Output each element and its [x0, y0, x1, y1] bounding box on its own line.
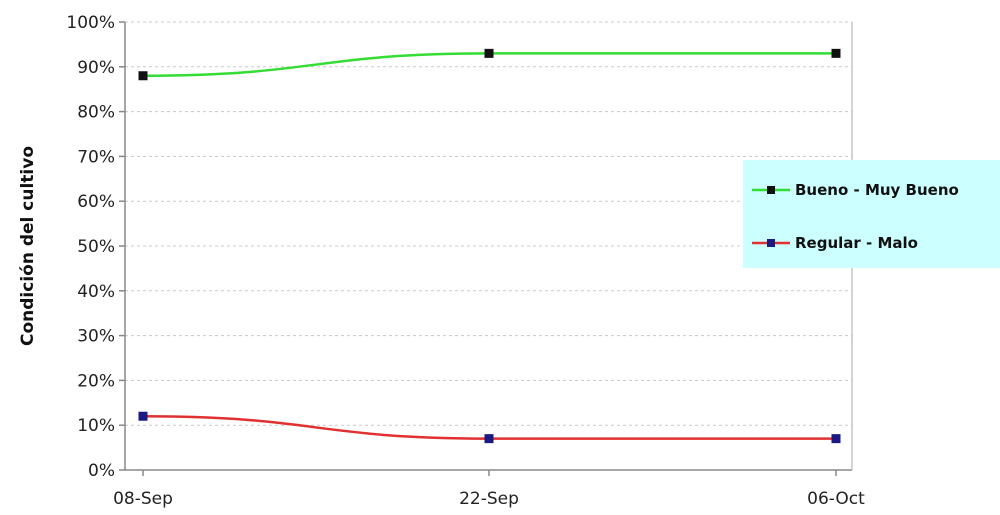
- y-tick-label: 0%: [88, 461, 115, 481]
- data-point-1: [831, 434, 841, 444]
- legend-box: [743, 160, 1000, 268]
- y-tick-label: 50%: [77, 237, 115, 257]
- y-tick-label: 30%: [77, 327, 115, 347]
- y-tick-label: 90%: [77, 58, 115, 78]
- y-tick-label: 70%: [77, 147, 115, 167]
- legend-label-0: Bueno - Muy Bueno: [795, 181, 959, 199]
- y-tick-label: 40%: [77, 282, 115, 302]
- data-point-0: [484, 48, 494, 58]
- data-point-1: [138, 411, 148, 421]
- y-tick-label: 60%: [77, 192, 115, 212]
- data-point-0: [138, 71, 148, 81]
- x-tick-label: 22-Sep: [459, 489, 519, 509]
- legend-marker-1: [767, 239, 775, 247]
- legend-marker-0: [767, 186, 775, 194]
- legend: Bueno - Muy Bueno Regular - Malo: [743, 160, 1000, 268]
- y-tick-label: 80%: [77, 103, 115, 123]
- legend-label-1: Regular - Malo: [795, 234, 918, 252]
- x-ticks: 08-Sep 22-Sep 06-Oct: [113, 470, 865, 509]
- y-ticks: 0% 10% 20% 30% 40% 50% 60% 70% 80% 90% 100%: [66, 13, 125, 481]
- y-tick-label: 20%: [77, 371, 115, 391]
- x-tick-label: 06-Oct: [807, 489, 865, 509]
- data-point-1: [484, 434, 494, 444]
- series-group: [138, 48, 841, 444]
- y-tick-label: 100%: [66, 13, 115, 33]
- data-point-0: [831, 48, 841, 58]
- y-tick-label: 10%: [77, 416, 115, 436]
- gridlines: [125, 21, 852, 426]
- x-tick-label: 08-Sep: [113, 489, 173, 509]
- y-axis-label: Condición del cultivo: [18, 146, 38, 346]
